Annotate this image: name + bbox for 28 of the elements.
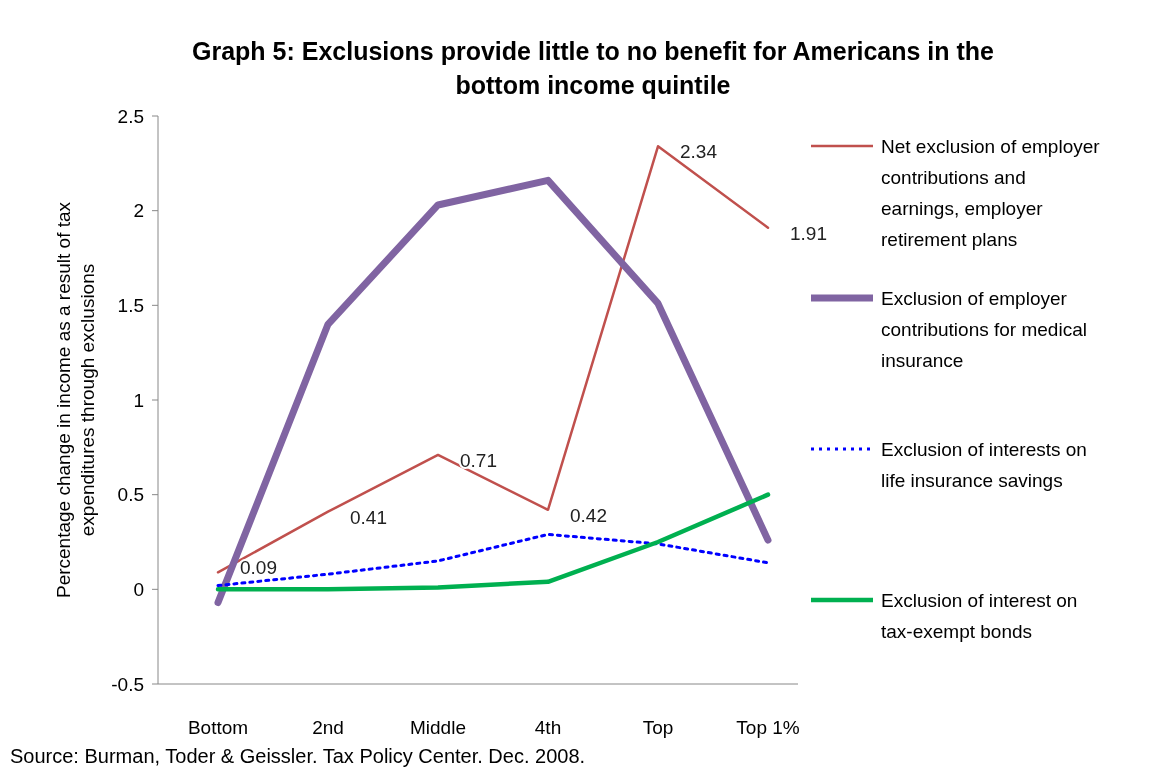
data-label: 0.41 — [350, 506, 387, 528]
data-label: 2.34 — [680, 141, 718, 163]
x-tick-label: 4th — [534, 717, 562, 738]
legend-label: Exclusion of employer contributions for medical insurance — [881, 287, 1087, 371]
y-tick-label: 2.5 — [117, 105, 144, 127]
y-tick-label: 0 — [133, 578, 144, 600]
y-tick-label: 2 — [133, 200, 144, 222]
line-series — [215, 492, 771, 592]
x-tick-label: Bottom — [187, 717, 249, 738]
source-note: Source: Burman, Toder & Geissler. Tax Policy Center. Dec. 2008. — [10, 745, 586, 767]
x-tick-label: Top 1% — [736, 717, 800, 738]
y-axis-title: Percentage change in income as a result of tax expenditures through exclusions — [53, 201, 98, 599]
data-label: 0.71 — [460, 449, 497, 471]
line-series — [216, 532, 770, 588]
legend-label: Exclusion of interest on tax-exempt bonds — [881, 589, 1078, 642]
y-tick-label: 1 — [133, 389, 144, 411]
data-label: 0.09 — [240, 557, 277, 579]
x-tick-label: Top — [642, 717, 674, 738]
data-label: 0.42 — [570, 504, 607, 526]
x-tick-label: 2nd — [312, 717, 344, 738]
legend-label: Exclusion of interests on life insurance savings — [881, 438, 1087, 491]
x-tick-label: Middle — [410, 717, 466, 738]
y-tick-label: -0.5 — [111, 673, 144, 695]
data-label: 1.91 — [790, 222, 827, 244]
y-tick-label: 1.5 — [117, 294, 144, 316]
y-tick-label: 0.5 — [117, 484, 144, 506]
legend-label: Net exclusion of employer contributions and earnings, employer retirement plans — [881, 135, 1101, 250]
chart-title: Graph 5: Exclusions provide little to no benefit for Americans in the bottom income quintile — [192, 37, 995, 99]
